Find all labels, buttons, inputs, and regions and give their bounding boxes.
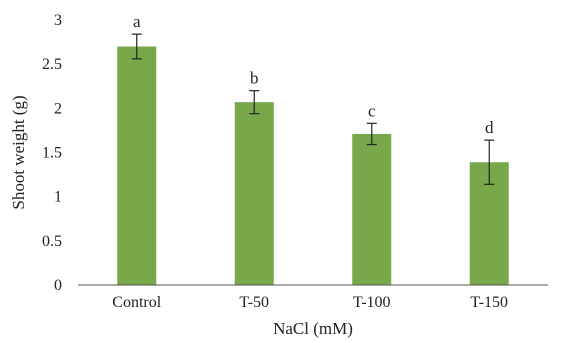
x-tick-label: Control — [112, 294, 161, 311]
x-tick-label: T-100 — [353, 294, 391, 311]
y-tick-label: 3 — [54, 12, 62, 29]
error-bar — [249, 90, 260, 115]
y-axis-ticks: 0 0.5 1 1.5 2 2.5 3 — [42, 12, 62, 294]
y-axis-title: Shoot weight (g) — [9, 95, 28, 209]
y-tick-label: 1 — [54, 189, 62, 206]
significance-letters-group: a b c d — [133, 12, 494, 137]
y-tick-label: 2 — [54, 100, 62, 117]
bar-t-50 — [234, 102, 274, 286]
bar-control — [117, 46, 157, 285]
y-tick-label: 2.5 — [42, 56, 62, 73]
x-axis-ticks: Control T-50 T-100 T-150 — [112, 294, 508, 311]
significance-letter: a — [133, 12, 141, 31]
x-tick-label: T-50 — [239, 294, 269, 311]
bar-t-100 — [352, 133, 392, 285]
error-bars-group — [131, 33, 495, 185]
significance-letter: b — [250, 69, 259, 88]
y-tick-label: 1.5 — [42, 145, 62, 162]
x-tick-label: T-150 — [470, 294, 508, 311]
significance-letter: d — [485, 118, 494, 137]
significance-letter: c — [368, 101, 376, 120]
y-tick-label: 0.5 — [42, 233, 62, 250]
bars-group — [117, 46, 509, 286]
y-tick-label: 0 — [54, 277, 62, 294]
error-bar — [366, 122, 377, 146]
error-bar — [131, 33, 142, 60]
error-bar — [484, 139, 495, 185]
x-axis-title: NaCl (mM) — [273, 319, 353, 338]
